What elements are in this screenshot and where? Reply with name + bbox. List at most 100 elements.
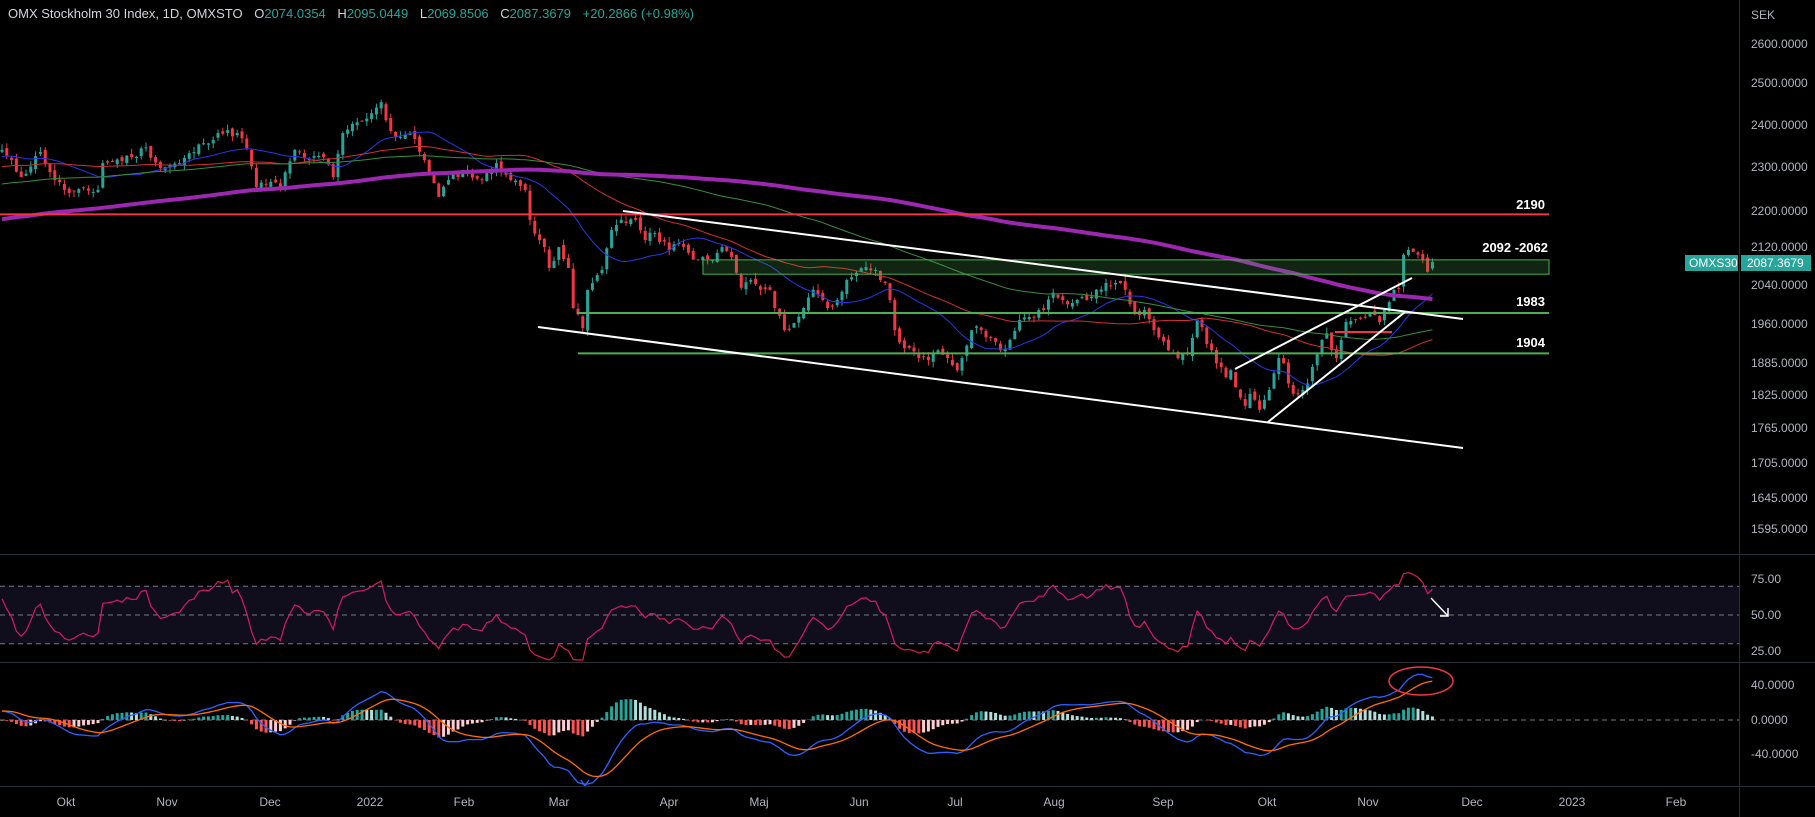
candle-body (523, 184, 527, 190)
macd-histogram-bar (1224, 720, 1228, 726)
macd-histogram-bar (634, 700, 638, 720)
candle-body (77, 189, 81, 193)
macd-histogram-bar (499, 717, 503, 720)
macd-histogram-bar (322, 716, 326, 720)
candle-body (1205, 327, 1209, 345)
price-tick: 2040.0000 (1751, 278, 1808, 292)
pane-separator[interactable] (0, 662, 1815, 663)
macd-histogram-bar (38, 720, 42, 722)
macd-histogram-bar (144, 712, 148, 720)
macd-histogram-bar (331, 720, 335, 721)
candle-body (1214, 349, 1218, 364)
candle-body (168, 165, 172, 168)
macd-histogram-bar (864, 708, 868, 720)
candle-body (931, 352, 935, 362)
candle-body (178, 163, 182, 165)
macd-histogram-bar (86, 720, 90, 725)
candle-body (432, 173, 436, 184)
macd-histogram-bar (974, 712, 978, 720)
candle-body (533, 220, 537, 234)
candle-body (139, 148, 143, 157)
candle-body (946, 354, 950, 359)
candle-body (1123, 281, 1127, 290)
candle-body (955, 363, 959, 371)
candle-body (1133, 301, 1137, 314)
time-axis[interactable]: Okt Nov Dec 2022 Feb Mar Apr Maj Jun Jul… (0, 786, 1815, 817)
macd-histogram-bar (773, 720, 777, 726)
macd-histogram-bar (523, 720, 527, 721)
macd-histogram-bar (926, 720, 930, 732)
candle-body (1286, 362, 1290, 384)
candle-body (278, 183, 282, 188)
candle-body (538, 234, 542, 241)
chart-canvas[interactable] (0, 0, 1739, 786)
macd-histogram-bar (1114, 717, 1118, 720)
candle-body (197, 144, 201, 155)
macd-histogram-bar (1042, 711, 1046, 720)
candle-body (38, 152, 42, 154)
time-tick: Dec (259, 795, 281, 809)
macd-histogram-bar (456, 720, 460, 730)
candle-body (1094, 289, 1098, 299)
macd-histogram-bar (101, 718, 105, 720)
candle-body (19, 171, 23, 178)
candle-body (1003, 348, 1007, 352)
candle-body (427, 159, 431, 175)
candle-body (403, 134, 407, 139)
candle-body (245, 138, 249, 149)
price-axis[interactable]: SEK 2600.0000 2500.0000 2400.0000 2300.0… (1739, 0, 1815, 786)
candle-body (91, 191, 95, 193)
candle-body (422, 153, 426, 161)
macd-histogram-bar (350, 710, 354, 720)
macd-histogram-bar (245, 720, 249, 721)
candle-body (154, 157, 158, 163)
drawings-layer[interactable] (0, 210, 1550, 786)
macd-histogram-bar (1258, 720, 1262, 727)
macd-histogram-bar (19, 720, 23, 726)
macd-histogram-bar (931, 720, 935, 730)
candle-body (235, 133, 239, 136)
rsi-tick: 75.00 (1751, 572, 1782, 586)
price-tick: 1705.0000 (1751, 456, 1808, 470)
candle-body (53, 170, 57, 181)
candle-body (902, 340, 906, 349)
macd-histogram-bar (1382, 714, 1386, 720)
candle-body (984, 331, 988, 338)
macd-histogram-bar (1123, 719, 1127, 720)
candle-body (960, 358, 964, 371)
macd-histogram-bar (1387, 714, 1391, 720)
macd-histogram-bar (442, 720, 446, 737)
candle-body (629, 219, 633, 225)
candle-body (763, 287, 767, 290)
candle-body (979, 327, 983, 331)
candle-body (821, 292, 825, 301)
macd-histogram-bar (907, 720, 911, 733)
rsi-tick: 50.00 (1751, 608, 1782, 622)
pane-separator[interactable] (0, 554, 1815, 555)
macd-histogram-bar (1421, 711, 1425, 720)
macd-histogram-bar (1032, 711, 1036, 720)
macd-histogram-bar (898, 720, 902, 729)
candle-body (1301, 390, 1305, 395)
macd-histogram-bar (1378, 713, 1382, 720)
price-tick: 2400.0000 (1751, 118, 1808, 132)
candle-body (1166, 339, 1170, 351)
macd-histogram-bar (1234, 720, 1238, 727)
macd-pane (0, 673, 1739, 785)
candle-body (494, 163, 498, 172)
candle-body (989, 337, 993, 339)
macd-histogram-bar (336, 718, 340, 720)
macd-histogram-bar (307, 717, 311, 720)
candle-body (1046, 299, 1050, 310)
candle-body (240, 131, 244, 139)
macd-histogram-bar (816, 714, 820, 720)
candle-body (1382, 310, 1386, 321)
macd-histogram-bar (600, 717, 604, 720)
candle-body (96, 189, 100, 193)
candle-body (720, 247, 724, 252)
candle-body (1195, 320, 1199, 338)
candle-body (1368, 313, 1372, 317)
candle-body (518, 180, 522, 186)
time-tick: 2023 (1558, 795, 1586, 809)
candle-body (826, 301, 830, 309)
